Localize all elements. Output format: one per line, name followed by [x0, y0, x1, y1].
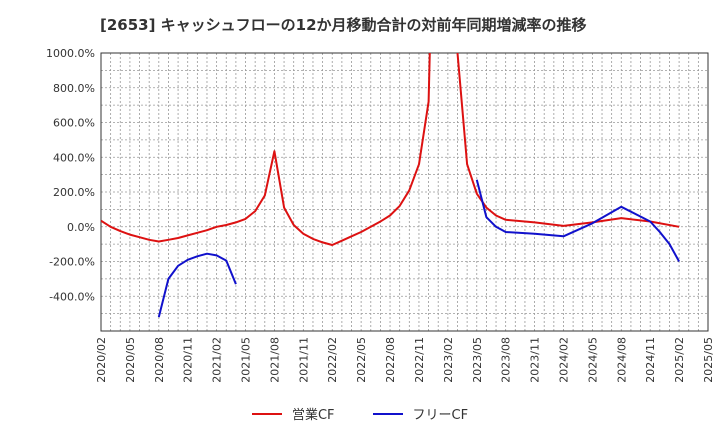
x-tick-label: 2022/08 [384, 337, 397, 383]
legend-swatch [251, 412, 282, 415]
y-tick-label: 600.0% [53, 117, 95, 130]
x-tick-label: 2024/02 [557, 337, 570, 383]
y-tick-label: 200.0% [53, 186, 95, 199]
x-tick-label: 2020/08 [153, 337, 166, 383]
series-line-2 [157, 252, 237, 318]
x-tick-label: 2022/05 [355, 337, 368, 383]
x-tick-label: 2021/08 [268, 337, 281, 383]
chart-title: [2653] キャッシュフローの12か月移動合計の対前年同期増減率の推移 [100, 16, 587, 34]
x-tick-label: 2021/05 [240, 337, 253, 383]
series-line-1 [101, 53, 680, 246]
legend: 営業CF フリーCF [0, 404, 720, 423]
plot-area [101, 53, 708, 331]
y-tick-label: 400.0% [53, 151, 95, 164]
y-tick-label: 0.0% [67, 221, 95, 234]
x-tick-label: 2020/05 [124, 337, 137, 383]
legend-item-2: フリーCF [372, 404, 469, 423]
x-tick-label: 2023/08 [500, 337, 513, 383]
legend-label: 営業CF [291, 408, 335, 423]
x-tick-label: 2024/11 [644, 337, 657, 383]
x-tick-label: 2025/05 [702, 337, 715, 383]
legend-swatch [372, 412, 403, 415]
x-tick-label: 2021/02 [211, 337, 224, 383]
x-tick-label: 2024/08 [615, 337, 628, 383]
x-tick-label: 2023/02 [442, 337, 455, 383]
y-tick-label: 800.0% [53, 82, 95, 95]
x-tick-label: 2020/11 [182, 337, 195, 383]
x-tick-label: 2022/02 [326, 337, 339, 383]
x-tick-label: 2021/11 [297, 337, 310, 383]
x-tick-label: 2025/02 [673, 337, 686, 383]
y-tick-label: -200.0% [49, 256, 95, 269]
x-tick-label: 2022/11 [413, 337, 426, 383]
plot-frame [100, 52, 709, 332]
series-line-2 [475, 179, 680, 262]
x-tick-label: 2020/02 [95, 337, 108, 383]
legend-item-1: 営業CF [251, 404, 335, 423]
legend-label: フリーCF [412, 408, 469, 423]
x-tick-label: 2023/05 [471, 337, 484, 383]
y-tick-label: -400.0% [49, 290, 95, 303]
x-tick-label: 2023/11 [529, 337, 542, 383]
x-tick-label: 2024/05 [586, 337, 599, 383]
y-tick-label: 1000.0% [46, 47, 95, 60]
